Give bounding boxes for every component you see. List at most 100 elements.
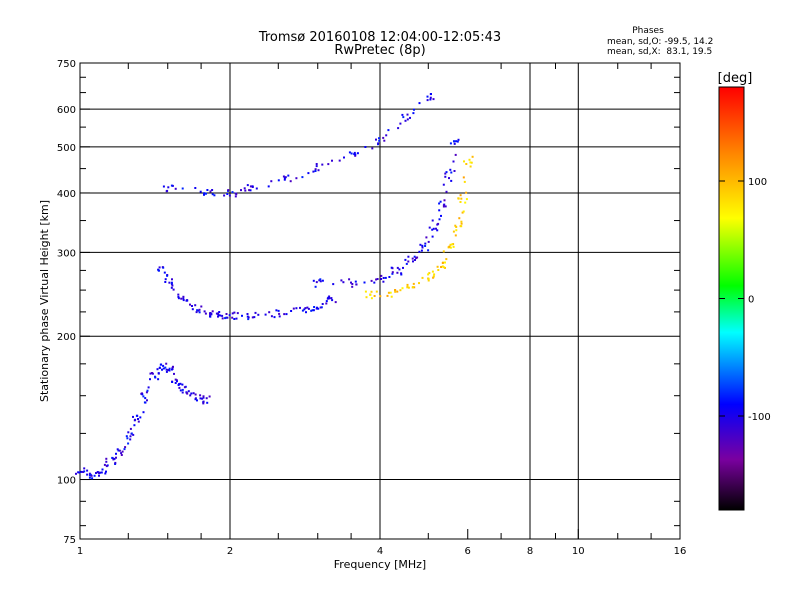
echo-dot [388, 276, 391, 278]
echo-dot [236, 312, 239, 315]
echo-dot [194, 397, 197, 400]
echo-dot [253, 316, 256, 319]
echo-dot [176, 380, 178, 383]
echo-dot [283, 313, 286, 316]
echo-dot [463, 160, 465, 163]
echo-dot [198, 308, 201, 311]
echo-dot [328, 297, 331, 300]
echo-dot [315, 281, 318, 284]
echo-dot [387, 291, 390, 294]
echo-dot [331, 159, 333, 162]
echo-dot [375, 138, 377, 141]
echo-dot [231, 191, 234, 194]
echo-dot [163, 271, 166, 274]
echo-dot [127, 431, 130, 434]
trace-point [427, 266, 443, 282]
echo-dot [182, 295, 185, 298]
echo-dot [156, 368, 159, 371]
echo-dot [301, 309, 304, 312]
echo-dot [397, 127, 400, 130]
echo-dot [307, 307, 310, 310]
echo-dot [421, 244, 424, 247]
echo-dot [278, 312, 281, 315]
echo-dot [402, 266, 404, 269]
y-axis-label: Stationary phase Virtual Height [km] [38, 200, 51, 402]
echo-dot [170, 281, 173, 284]
echo-dot [203, 193, 205, 196]
y-tick-label: 600 [57, 105, 76, 116]
trace-point [202, 395, 211, 405]
echo-dot [396, 271, 399, 274]
echo-dot [303, 308, 306, 311]
echo-dot [143, 401, 146, 404]
echo-dot [164, 366, 167, 369]
echo-dot [448, 177, 450, 180]
echo-dot [378, 139, 381, 142]
echo-dot [431, 235, 434, 238]
echo-dot [86, 473, 89, 476]
echo-dot [197, 309, 200, 312]
echo-dot [364, 146, 367, 148]
echo-dot [208, 395, 211, 398]
echo-dot [223, 194, 226, 197]
echo-dot [219, 314, 222, 317]
echo-dot [442, 250, 445, 253]
echo-dot [448, 245, 451, 248]
echo-dot [151, 372, 154, 375]
echo-dot [465, 198, 468, 201]
echo-dot [317, 169, 320, 172]
echo-dot [390, 266, 393, 269]
echo-dot [459, 194, 462, 197]
echo-dot [105, 470, 107, 473]
echo-dot [370, 279, 373, 282]
echo-dot [416, 256, 419, 259]
echo-dot [145, 391, 148, 394]
echo-dot [315, 307, 318, 310]
echo-dot [325, 302, 328, 305]
echo-dot [348, 151, 351, 154]
echo-dot [348, 278, 351, 281]
echo-dot [283, 177, 286, 180]
echo-dot [170, 286, 173, 289]
echo-dot [429, 96, 432, 99]
x-tick-label: 16 [674, 546, 687, 557]
chart-subtitle: RwPretec (8p) [334, 43, 425, 58]
trace-point [140, 378, 151, 402]
echo-dot [407, 260, 410, 263]
echo-dot [179, 382, 182, 385]
echo-dot [312, 309, 315, 312]
colorbar-ticks: 100 0 -100 [719, 177, 771, 423]
echo-dot [391, 271, 394, 274]
echo-dot [386, 294, 389, 297]
echo-dot [330, 297, 333, 300]
colorbar-label: [deg] [718, 71, 753, 86]
echo-dot [406, 286, 409, 289]
echo-dot [221, 314, 224, 317]
echo-dot [144, 397, 147, 400]
echo-dot [124, 446, 127, 449]
echo-dot [283, 178, 286, 181]
echo-dot [168, 369, 171, 372]
echo-dot [157, 269, 160, 272]
echo-dot [165, 368, 168, 371]
echo-dot [409, 116, 411, 119]
echo-dot [452, 230, 455, 233]
echo-dot [91, 477, 94, 480]
echo-dot [375, 290, 378, 293]
echo-dot [456, 140, 459, 143]
echo-dot [217, 315, 219, 318]
echo-dot [425, 236, 428, 239]
echo-dot [418, 250, 421, 253]
echo-dot [171, 278, 173, 281]
echo-dot [231, 312, 234, 315]
echo-dot [376, 278, 379, 280]
echo-dot [305, 311, 307, 314]
echo-dot [201, 397, 204, 400]
echo-dot [93, 474, 96, 477]
echo-dot [382, 277, 385, 279]
trace-point [125, 420, 140, 440]
echo-dot [432, 276, 435, 279]
echo-dot [246, 313, 249, 315]
echo-dot [389, 291, 392, 294]
echo-dot [440, 266, 443, 268]
